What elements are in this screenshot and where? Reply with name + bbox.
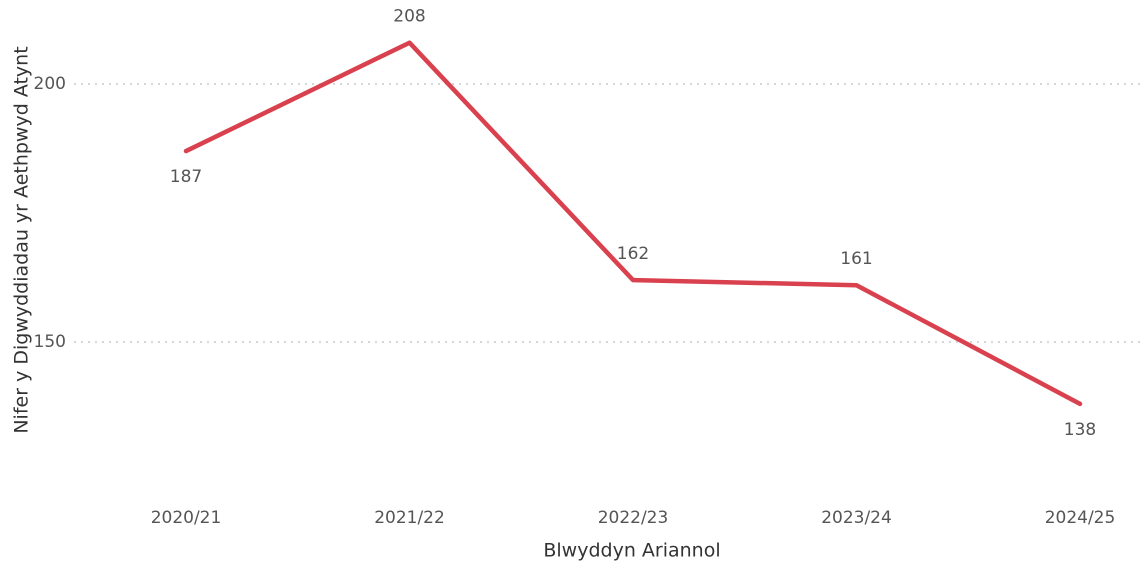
x-tick-label: 2022/23 <box>598 508 669 528</box>
data-label: 187 <box>170 167 202 187</box>
y-axis-title: Nifer y Digwyddiadau yr Aethpwyd Atynt <box>11 46 33 433</box>
data-label: 161 <box>840 249 872 269</box>
data-label: 162 <box>617 244 649 264</box>
y-tick-label: 150 <box>34 332 66 352</box>
x-tick-label: 2024/25 <box>1045 508 1116 528</box>
x-tick-label: 2021/22 <box>374 508 445 528</box>
x-tick-label: 2023/24 <box>821 508 892 528</box>
data-label: 208 <box>393 7 425 27</box>
x-tick-label: 2020/21 <box>151 508 222 528</box>
line <box>183 40 1083 407</box>
x-axis-title: Blwyddyn Ariannol <box>543 540 720 562</box>
data-label: 138 <box>1064 420 1096 440</box>
y-tick-label: 200 <box>34 74 66 94</box>
